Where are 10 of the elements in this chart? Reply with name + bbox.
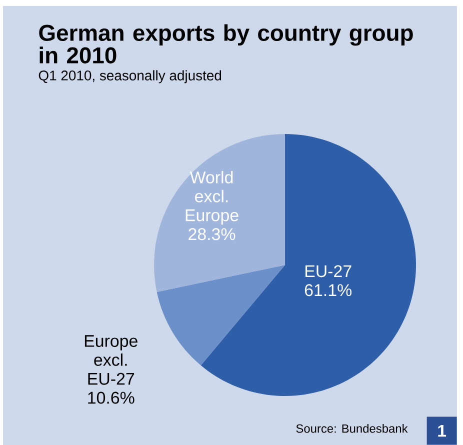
text: 1 [438, 424, 446, 437]
slice-label: Europe excl. EU-27 [84, 335, 138, 385]
source-note: Source: Bundesbank [296, 424, 408, 433]
data-label: 10.6% [88, 392, 134, 404]
data-label: 28.3% [188, 228, 236, 240]
chart-title: German exports by country group in 2010 [39, 24, 413, 64]
chart-subtitle: Q1 2010, seasonally adjusted [38, 70, 222, 84]
slice-label: World excl. Europe [186, 170, 238, 225]
slice-label: EU-27 [305, 265, 352, 278]
data-label: 61.1% [304, 284, 352, 296]
